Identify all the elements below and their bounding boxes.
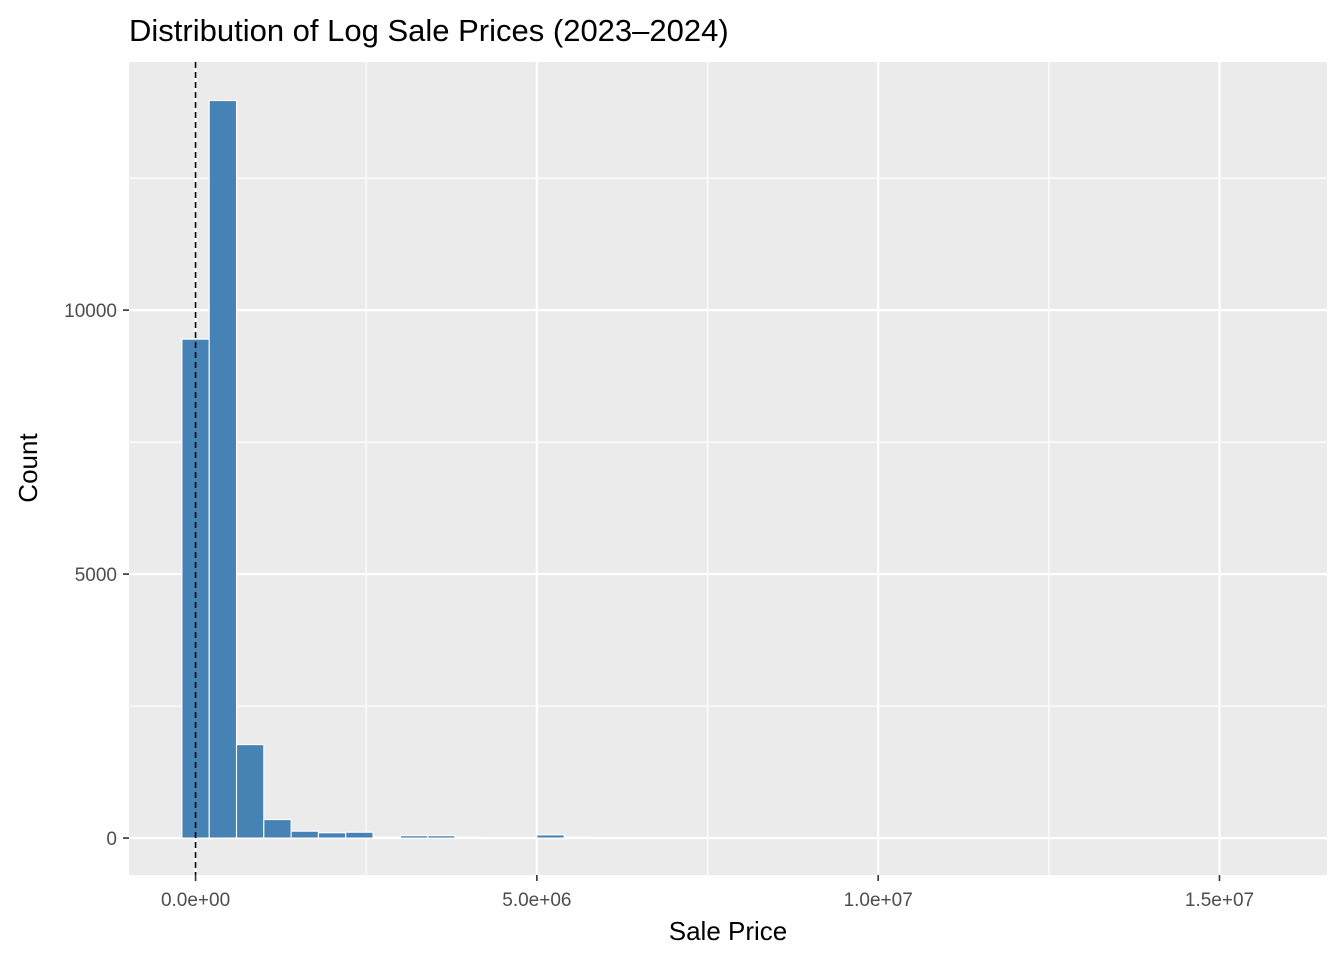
x-tick-label: 1.5e+07 — [1185, 890, 1254, 911]
histogram-bar — [454, 836, 483, 839]
chart-title: Distribution of Log Sale Prices (2023–20… — [129, 13, 729, 48]
x-axis-title: Sale Price — [669, 916, 788, 946]
histogram-bars — [181, 99, 1261, 839]
histogram-bar — [263, 819, 292, 839]
histogram-bar — [618, 836, 647, 839]
histogram-bar — [290, 830, 319, 839]
plot-panel — [129, 62, 1327, 875]
histogram-bar — [372, 836, 401, 839]
x-axis: 0.0e+00 5.0e+06 1.0e+07 1.5e+07 — [161, 875, 1254, 911]
minor-gridlines — [129, 62, 1327, 875]
x-tick-label: 0.0e+00 — [161, 890, 230, 911]
y-tick-label: 5000 — [75, 565, 117, 586]
histogram-bar — [399, 835, 429, 839]
y-axis-title: Count — [13, 433, 43, 503]
x-tick-label: 5.0e+06 — [502, 890, 571, 911]
x-tick-label: 1.0e+07 — [844, 890, 913, 911]
y-axis: 0 5000 10000 — [64, 301, 129, 850]
histogram-bar — [427, 835, 456, 839]
histogram-bar — [481, 836, 511, 839]
histogram-bar — [235, 744, 265, 839]
histogram-bar — [208, 99, 238, 839]
histogram-bar — [509, 836, 538, 839]
y-tick-label: 0 — [106, 829, 117, 850]
histogram-bar — [590, 836, 620, 839]
y-tick-label: 10000 — [64, 301, 117, 322]
histogram-bar — [563, 836, 593, 839]
histogram-bar — [317, 832, 347, 839]
histogram-bar — [345, 831, 374, 839]
histogram-bar — [536, 834, 565, 839]
